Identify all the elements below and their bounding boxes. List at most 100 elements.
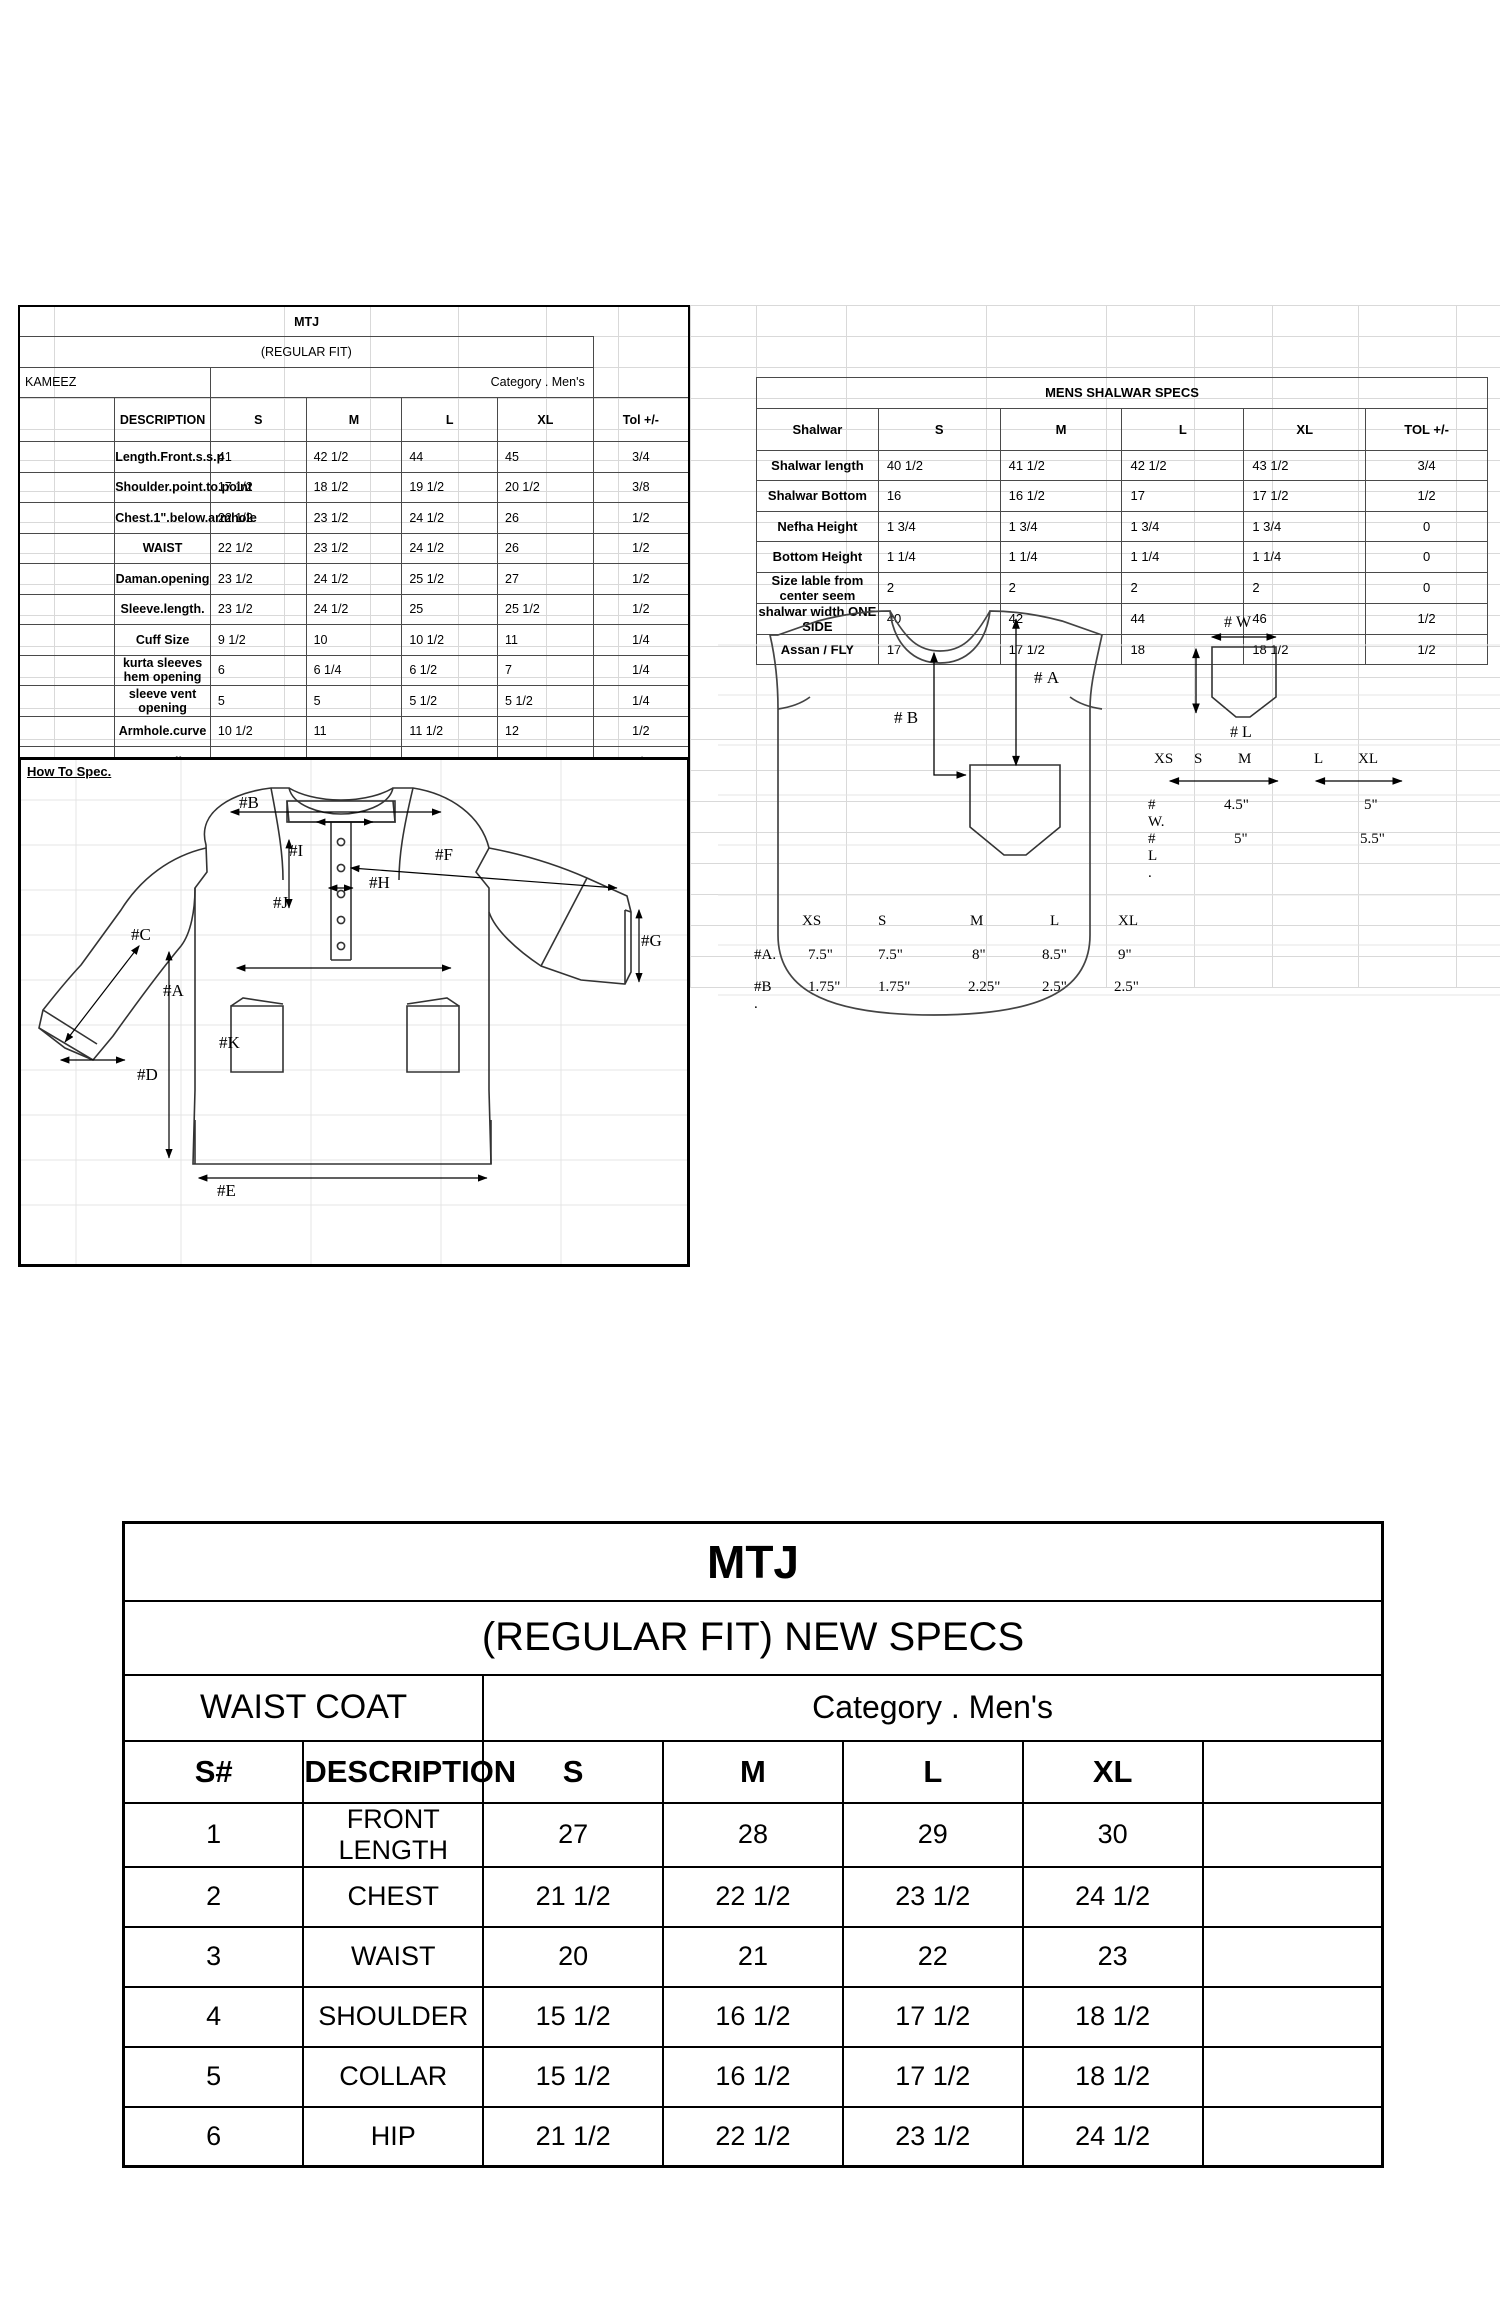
shalwar-value-xl: 1 3/4: [1243, 510, 1367, 542]
wc-row-number: 5: [122, 2045, 305, 2108]
wc-row-number: 2: [122, 1865, 305, 1928]
grid-cell: [1194, 925, 1273, 957]
callout-I-label: #I: [289, 841, 304, 860]
kameez-value-l: 6 1/2: [401, 654, 499, 686]
kameez-value-m: 23 1/2: [305, 532, 403, 564]
wc-value-l: 22: [841, 1925, 1024, 1988]
wc-value-xl: 18 1/2: [1021, 1985, 1204, 2048]
pocket-w-large: 5": [1364, 797, 1378, 813]
wc-value-m: 22 1/2: [662, 1865, 844, 1928]
waistcoat-row: 3 WAIST 20 21 22 23: [122, 1925, 1384, 1988]
grid-cell: [1194, 956, 1273, 988]
shalwar-value-s: 1 1/4: [877, 541, 1001, 573]
callout-G-label: #G: [641, 931, 662, 950]
callout-D-label: #D: [137, 1065, 158, 1084]
row-index-cell: [18, 685, 116, 717]
grid-cell: [846, 863, 987, 895]
wc-col-blank: [1201, 1739, 1384, 1804]
pocket-l-row-label: # L .: [1148, 831, 1157, 881]
grid-cell: [1106, 832, 1195, 864]
wc-garment-row: WAIST COAT Category . Men's: [122, 1673, 1384, 1742]
wc-value-l: 23 1/2: [841, 2105, 1024, 2168]
kameez-row: kurta sleeves hem opening 6 6 1/4 6 1/2 7 1/4: [18, 654, 690, 686]
grid-cell: [690, 677, 757, 709]
wc-value-xl: 30: [1021, 1801, 1204, 1868]
shalwar-measure-name: shalwar width ONE SIDE: [756, 602, 879, 635]
kameez-value-s: 10 1/2: [209, 715, 307, 747]
row-index-cell: [18, 715, 116, 747]
kameez-value-l: 25: [401, 593, 499, 625]
body-b-xs: 1.75": [808, 979, 841, 995]
grid-cell: [1106, 956, 1195, 988]
tshirt-technical-drawing: # A # B # W # L: [718, 610, 1500, 1016]
kameez-value-xl: 26: [497, 532, 594, 564]
wc-col-m: M: [662, 1739, 844, 1804]
kameez-value-s: 41: [209, 441, 307, 473]
body-size-s: S: [878, 913, 887, 929]
shalwar-measure-name: Nefha Height: [756, 510, 879, 542]
body-a-xs: 7.5": [808, 947, 833, 963]
kameez-brand-row: MTJ: [19, 306, 689, 337]
waistcoat-row: 5 COLLAR 15 1/2 16 1/2 17 1/2 18 1/2: [122, 2045, 1384, 2108]
body-a-l: 8.5": [1042, 947, 1067, 963]
size-s-label: S: [1194, 751, 1203, 767]
grid-cell: [986, 801, 1107, 833]
row-index-cell: [18, 441, 116, 473]
wc-fit-row: (REGULAR FIT) NEW SPECS: [122, 1599, 1384, 1676]
kameez-measure-name: Shoulder.point.to.point: [114, 471, 252, 503]
kameez-value-xl: 11: [497, 624, 594, 656]
wc-value-s: 15 1/2: [482, 2045, 665, 2108]
grid-cell: [284, 305, 371, 337]
wc-value-s: 15 1/2: [482, 1985, 665, 2048]
grid-cell: [1456, 894, 1500, 926]
grid-cell: [1272, 801, 1359, 833]
col-l: L: [1121, 407, 1245, 451]
row-index-cell: [18, 593, 116, 625]
kameez-tol: 1/4: [592, 685, 690, 717]
wc-blank-cell: [1201, 2105, 1384, 2168]
kameez-value-m: 10: [305, 624, 403, 656]
callout-E-label: #E: [217, 1181, 236, 1200]
how-to-spec-label: How To Spec.: [27, 764, 112, 779]
grid-cell: [846, 305, 987, 337]
kameez-value-xl: 20 1/2: [497, 471, 594, 503]
wc-value-m: 16 1/2: [662, 1985, 844, 2048]
wc-col-l: L: [841, 1739, 1024, 1804]
body-b-s: 1.75": [878, 979, 911, 995]
grid-cell: [1194, 336, 1273, 368]
grid-cell: [690, 615, 757, 647]
pocket-width-label: # W: [1224, 614, 1252, 631]
shalwar-value-m: 41 1/2: [999, 449, 1123, 481]
body-a-s: 7.5": [878, 947, 903, 963]
kameez-tol: 1/2: [592, 563, 690, 595]
size-xs-label: XS: [1154, 751, 1174, 767]
kameez-technical-drawing: #B #A #E #C #D #F #G #H #I #J #K: [21, 760, 687, 1264]
col-description: DESCRIPTION: [114, 397, 211, 442]
wc-row-number: 6: [122, 2105, 305, 2168]
kameez-value-l: 5 1/2: [401, 685, 499, 717]
grid-cell: [690, 429, 757, 461]
shalwar-value-m: 1 3/4: [999, 510, 1123, 542]
shalwar-tol: 0: [1365, 571, 1488, 604]
waistcoat-row: 4 SHOULDER 15 1/2 16 1/2 17 1/2 18 1/2: [122, 1985, 1384, 2048]
shalwar-tol: 1/2: [1365, 480, 1488, 512]
col-shalwar: Shalwar: [756, 407, 879, 451]
kameez-measure-name: Armhole.curve: [114, 715, 211, 747]
how-to-spec-panel: How To Spec.: [18, 757, 690, 1267]
grid-cell: [986, 925, 1107, 957]
kameez-measure-name: Cuff Size: [114, 624, 211, 656]
body-b-l: 2.5": [1042, 979, 1067, 995]
grid-cell: [1106, 770, 1195, 802]
kameez-value-m: 24 1/2: [305, 563, 403, 595]
wc-row-number: 3: [122, 1925, 305, 1988]
kameez-row: Length.Front.s.s.p 41 42 1/2 44 45 3/4: [18, 441, 690, 473]
kameez-garment-row: KAMEEZ Category . Men's: [18, 366, 689, 398]
kameez-row: Armhole.curve 10 1/2 11 11 1/2 12 1/2: [18, 715, 690, 747]
kameez-row: WAIST 22 1/2 23 1/2 24 1/2 26 1/2: [18, 532, 690, 564]
size-xl-label: XL: [1358, 751, 1378, 767]
wc-measure-name: FRONT LENGTH: [302, 1801, 485, 1868]
garment-label: KAMEEZ: [18, 366, 211, 398]
wc-measure-name: CHEST: [302, 1865, 485, 1928]
grid-cell: [1456, 956, 1500, 988]
grid-cell: [690, 460, 757, 492]
